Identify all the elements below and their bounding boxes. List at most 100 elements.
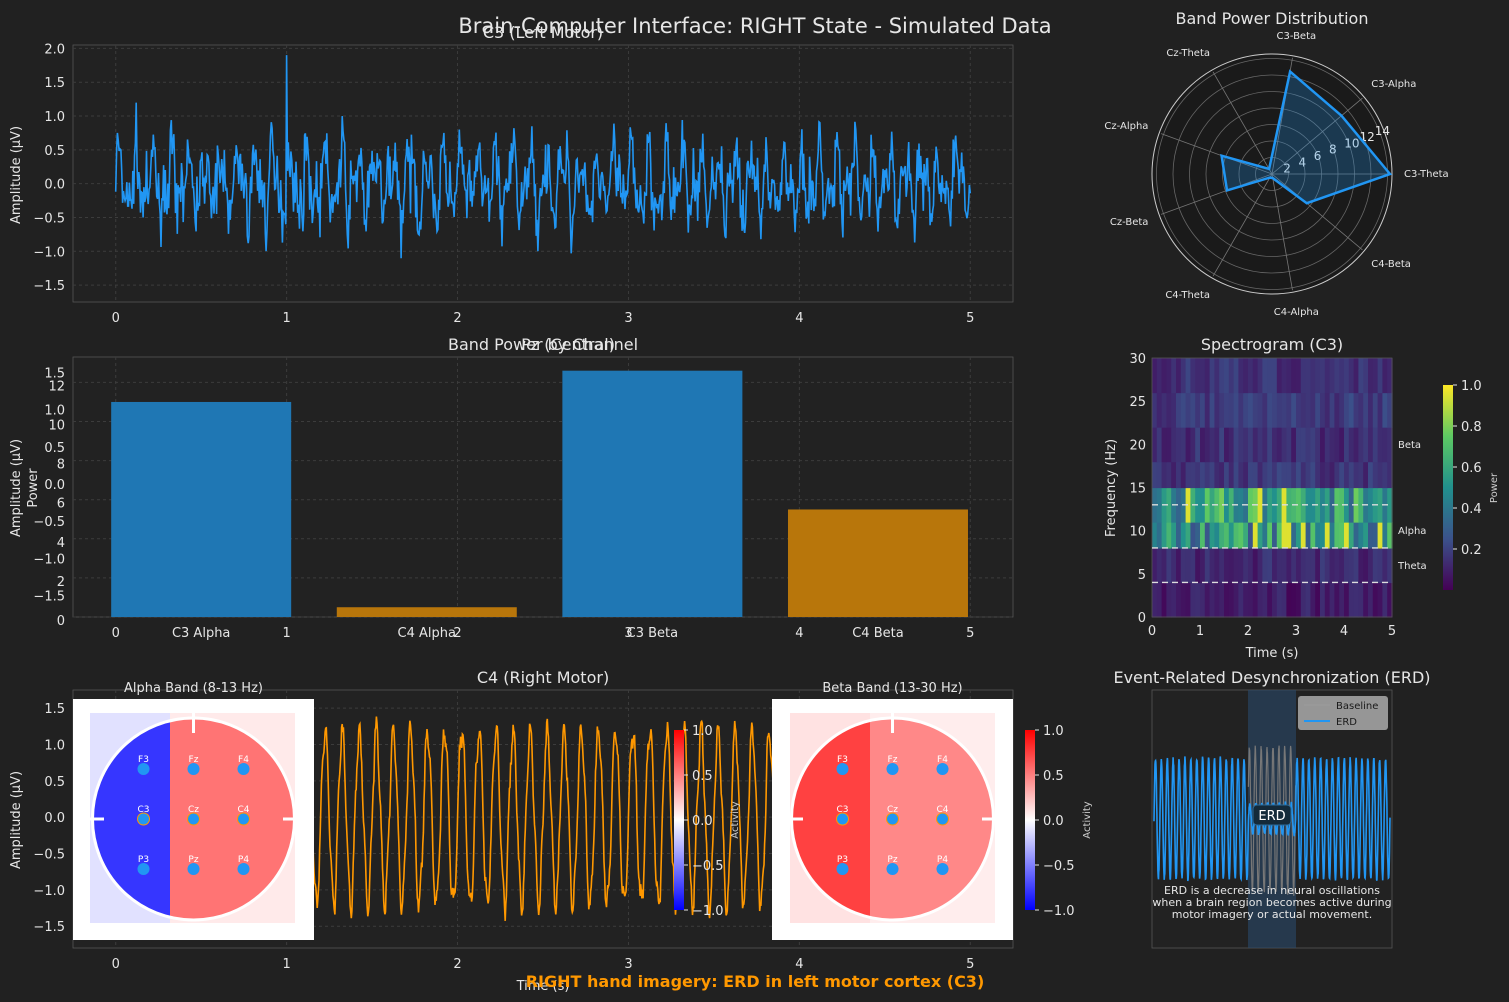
spec-cell: [1176, 487, 1182, 523]
spec-cell: [1377, 392, 1383, 428]
spec-cell: [1377, 582, 1383, 618]
spec-cell: [1387, 392, 1393, 428]
spec-cell: [1180, 427, 1187, 463]
bar-ytick: 4: [57, 536, 65, 551]
spec-cell: [1219, 547, 1225, 584]
electrode-fz: [886, 763, 899, 775]
c3-ytick: 0.5: [44, 144, 65, 159]
spec-cell: [1358, 522, 1364, 549]
c3-ytick: 1.5: [44, 76, 65, 91]
spec-cell: [1243, 358, 1249, 394]
spec-cell: [1233, 358, 1239, 394]
bar-xtick: 2: [453, 626, 461, 641]
radar-spoke: [1160, 133, 1273, 175]
beta-topomap: Beta Band (13-30 Hz) Activity 1.0 0.5 0.0 −…: [772, 681, 1093, 940]
spec-ytick: 0: [1138, 611, 1146, 626]
spec-cell: [1305, 358, 1311, 394]
spec-cb-tick: 0.4: [1461, 502, 1482, 517]
spec-cell: [1200, 522, 1206, 549]
spec-cell: [1329, 582, 1335, 618]
spec-cell: [1195, 461, 1201, 489]
spec-cell: [1334, 392, 1340, 428]
spec-cell: [1353, 461, 1359, 489]
spec-cell: [1219, 427, 1225, 463]
spec-cell: [1190, 427, 1196, 463]
colorbar-tick: −1.0: [692, 904, 724, 919]
spec-cell: [1320, 392, 1326, 428]
radar-category: C4-Theta: [1165, 290, 1210, 301]
spec-cell: [1161, 427, 1167, 463]
spec-cell: [1171, 358, 1177, 394]
electrode-label: P3: [837, 855, 848, 865]
spec-cell: [1315, 522, 1321, 549]
bar-ytick: 8: [57, 458, 65, 473]
c3-ytick: −1.0: [33, 245, 65, 260]
spec-cell: [1320, 522, 1326, 549]
spec-cell: [1200, 392, 1206, 428]
electrode-label: F4: [937, 755, 948, 765]
spec-cell: [1180, 522, 1187, 549]
radar-rtick: 2: [1283, 162, 1291, 176]
electrode-label: C3: [137, 805, 149, 815]
spec-cell: [1224, 392, 1230, 428]
legend-baseline: Baseline: [1336, 701, 1378, 712]
erd-note-line-1: ERD is a decrease in neural oscillations: [1164, 884, 1380, 897]
spec-cell: [1272, 392, 1278, 428]
band-label-theta: Theta: [1397, 561, 1427, 572]
spec-cell: [1329, 461, 1335, 489]
spec-cell: [1200, 358, 1206, 394]
spec-cell: [1257, 522, 1263, 549]
spec-colorbar-ticks: 0.2 0.4 0.6 0.8 1.0: [1453, 379, 1482, 558]
bar-bars: [111, 370, 968, 617]
spec-cell: [1204, 522, 1211, 549]
c4-xtick: 1: [282, 957, 290, 972]
radar-spoke: [1271, 173, 1363, 251]
electrode-cz: [187, 812, 200, 826]
spec-cell: [1238, 522, 1244, 549]
spec-cell: [1161, 392, 1167, 428]
spec-cell: [1252, 547, 1259, 584]
spec-cell: [1252, 392, 1259, 428]
spec-cell: [1281, 582, 1287, 618]
spec-cell: [1252, 358, 1259, 394]
electrode-f4: [237, 763, 250, 775]
electrode-label: Fz: [189, 755, 199, 765]
erd-annotation: ERD: [1258, 809, 1285, 824]
spec-cell: [1228, 522, 1235, 549]
alpha-colorbar-label: Activity: [730, 801, 741, 838]
spec-cell: [1339, 547, 1345, 584]
spec-cell: [1329, 427, 1335, 463]
spec-cell: [1320, 427, 1326, 463]
spec-ylabel: Frequency (Hz): [1104, 439, 1119, 537]
spec-cell: [1166, 487, 1172, 523]
c3-title: C3 (Left Motor): [483, 23, 603, 42]
spec-cell: [1353, 522, 1359, 549]
spec-cell: [1291, 582, 1297, 618]
spec-cell: [1224, 582, 1230, 618]
c3-xtick: 2: [453, 311, 461, 326]
spec-cell: [1344, 427, 1350, 463]
spec-cell: [1243, 392, 1249, 428]
spec-cell: [1262, 358, 1268, 394]
spec-cell: [1368, 392, 1374, 428]
spec-cell: [1257, 358, 1263, 394]
spec-cell: [1185, 358, 1191, 394]
spec-cell: [1382, 522, 1388, 549]
spec-cell: [1315, 461, 1321, 489]
radar-rtick: 6: [1314, 149, 1322, 163]
c4-xtick: 5: [966, 957, 974, 972]
spec-cell: [1171, 461, 1177, 489]
spec-cell: [1228, 427, 1235, 463]
spec-cell: [1176, 461, 1182, 489]
c3-ylabel: Amplitude (µV): [9, 126, 24, 224]
spec-cell: [1329, 392, 1335, 428]
spec-cell: [1185, 392, 1191, 428]
bar-ytick: 10: [48, 419, 65, 434]
c4-ylabel: Amplitude (µV): [9, 771, 24, 869]
spec-cell: [1276, 392, 1283, 428]
electrode-fz: [187, 763, 200, 775]
spec-cell: [1315, 392, 1321, 428]
spec-cell: [1305, 461, 1311, 489]
spec-cell: [1257, 487, 1263, 523]
